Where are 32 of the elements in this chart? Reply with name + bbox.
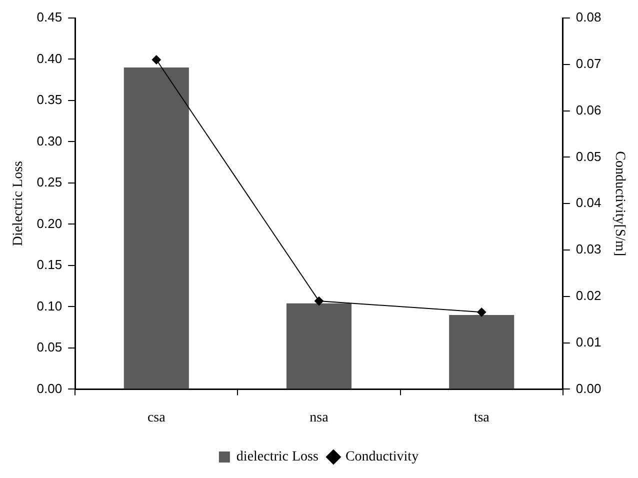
y-tick-label: 0.45: [36, 10, 62, 25]
y-tick-label: 0.30: [36, 133, 62, 148]
y-tick-label: 0.25: [36, 174, 62, 190]
y-tick-label: 0.35: [36, 92, 62, 108]
y2-tick-label: 0.01: [576, 334, 602, 350]
y2-tick-label: 0.07: [576, 56, 602, 71]
y2-tick-label: 0.04: [576, 195, 602, 210]
x-tick-label: csa: [147, 410, 166, 426]
x-tick-label: nsa: [310, 410, 330, 426]
y-axis-title: Dielectric Loss: [11, 161, 26, 246]
y2-tick-label: 0.06: [576, 102, 602, 118]
y-tick-label: 0.20: [36, 216, 62, 231]
point: [152, 55, 161, 64]
legend-label: Conductivity: [345, 450, 419, 465]
y-tick-label: 0.40: [36, 50, 62, 66]
y-tick-label: 0.05: [36, 340, 62, 355]
y2-tick-label: 0.03: [576, 242, 602, 257]
point: [314, 296, 324, 306]
y2-tick-label: 0.05: [576, 148, 602, 164]
y-tick-label: 0.15: [36, 257, 62, 272]
y2-tick-label: 0.08: [576, 10, 602, 25]
point: [477, 308, 486, 317]
y-tick-label: 0.00: [36, 380, 62, 396]
legend-label: dielectric Loss: [236, 450, 318, 465]
y2-tick-label: 0.02: [576, 288, 602, 303]
bar: [286, 303, 352, 389]
bar: [449, 314, 514, 389]
y2-axis-title: Conductivity[S/m]: [612, 151, 627, 256]
x-tick-label: tsa: [474, 410, 490, 426]
bar: [124, 67, 189, 389]
y2-tick-label: 0.00: [576, 380, 602, 396]
y-tick-label: 0.10: [36, 298, 62, 314]
